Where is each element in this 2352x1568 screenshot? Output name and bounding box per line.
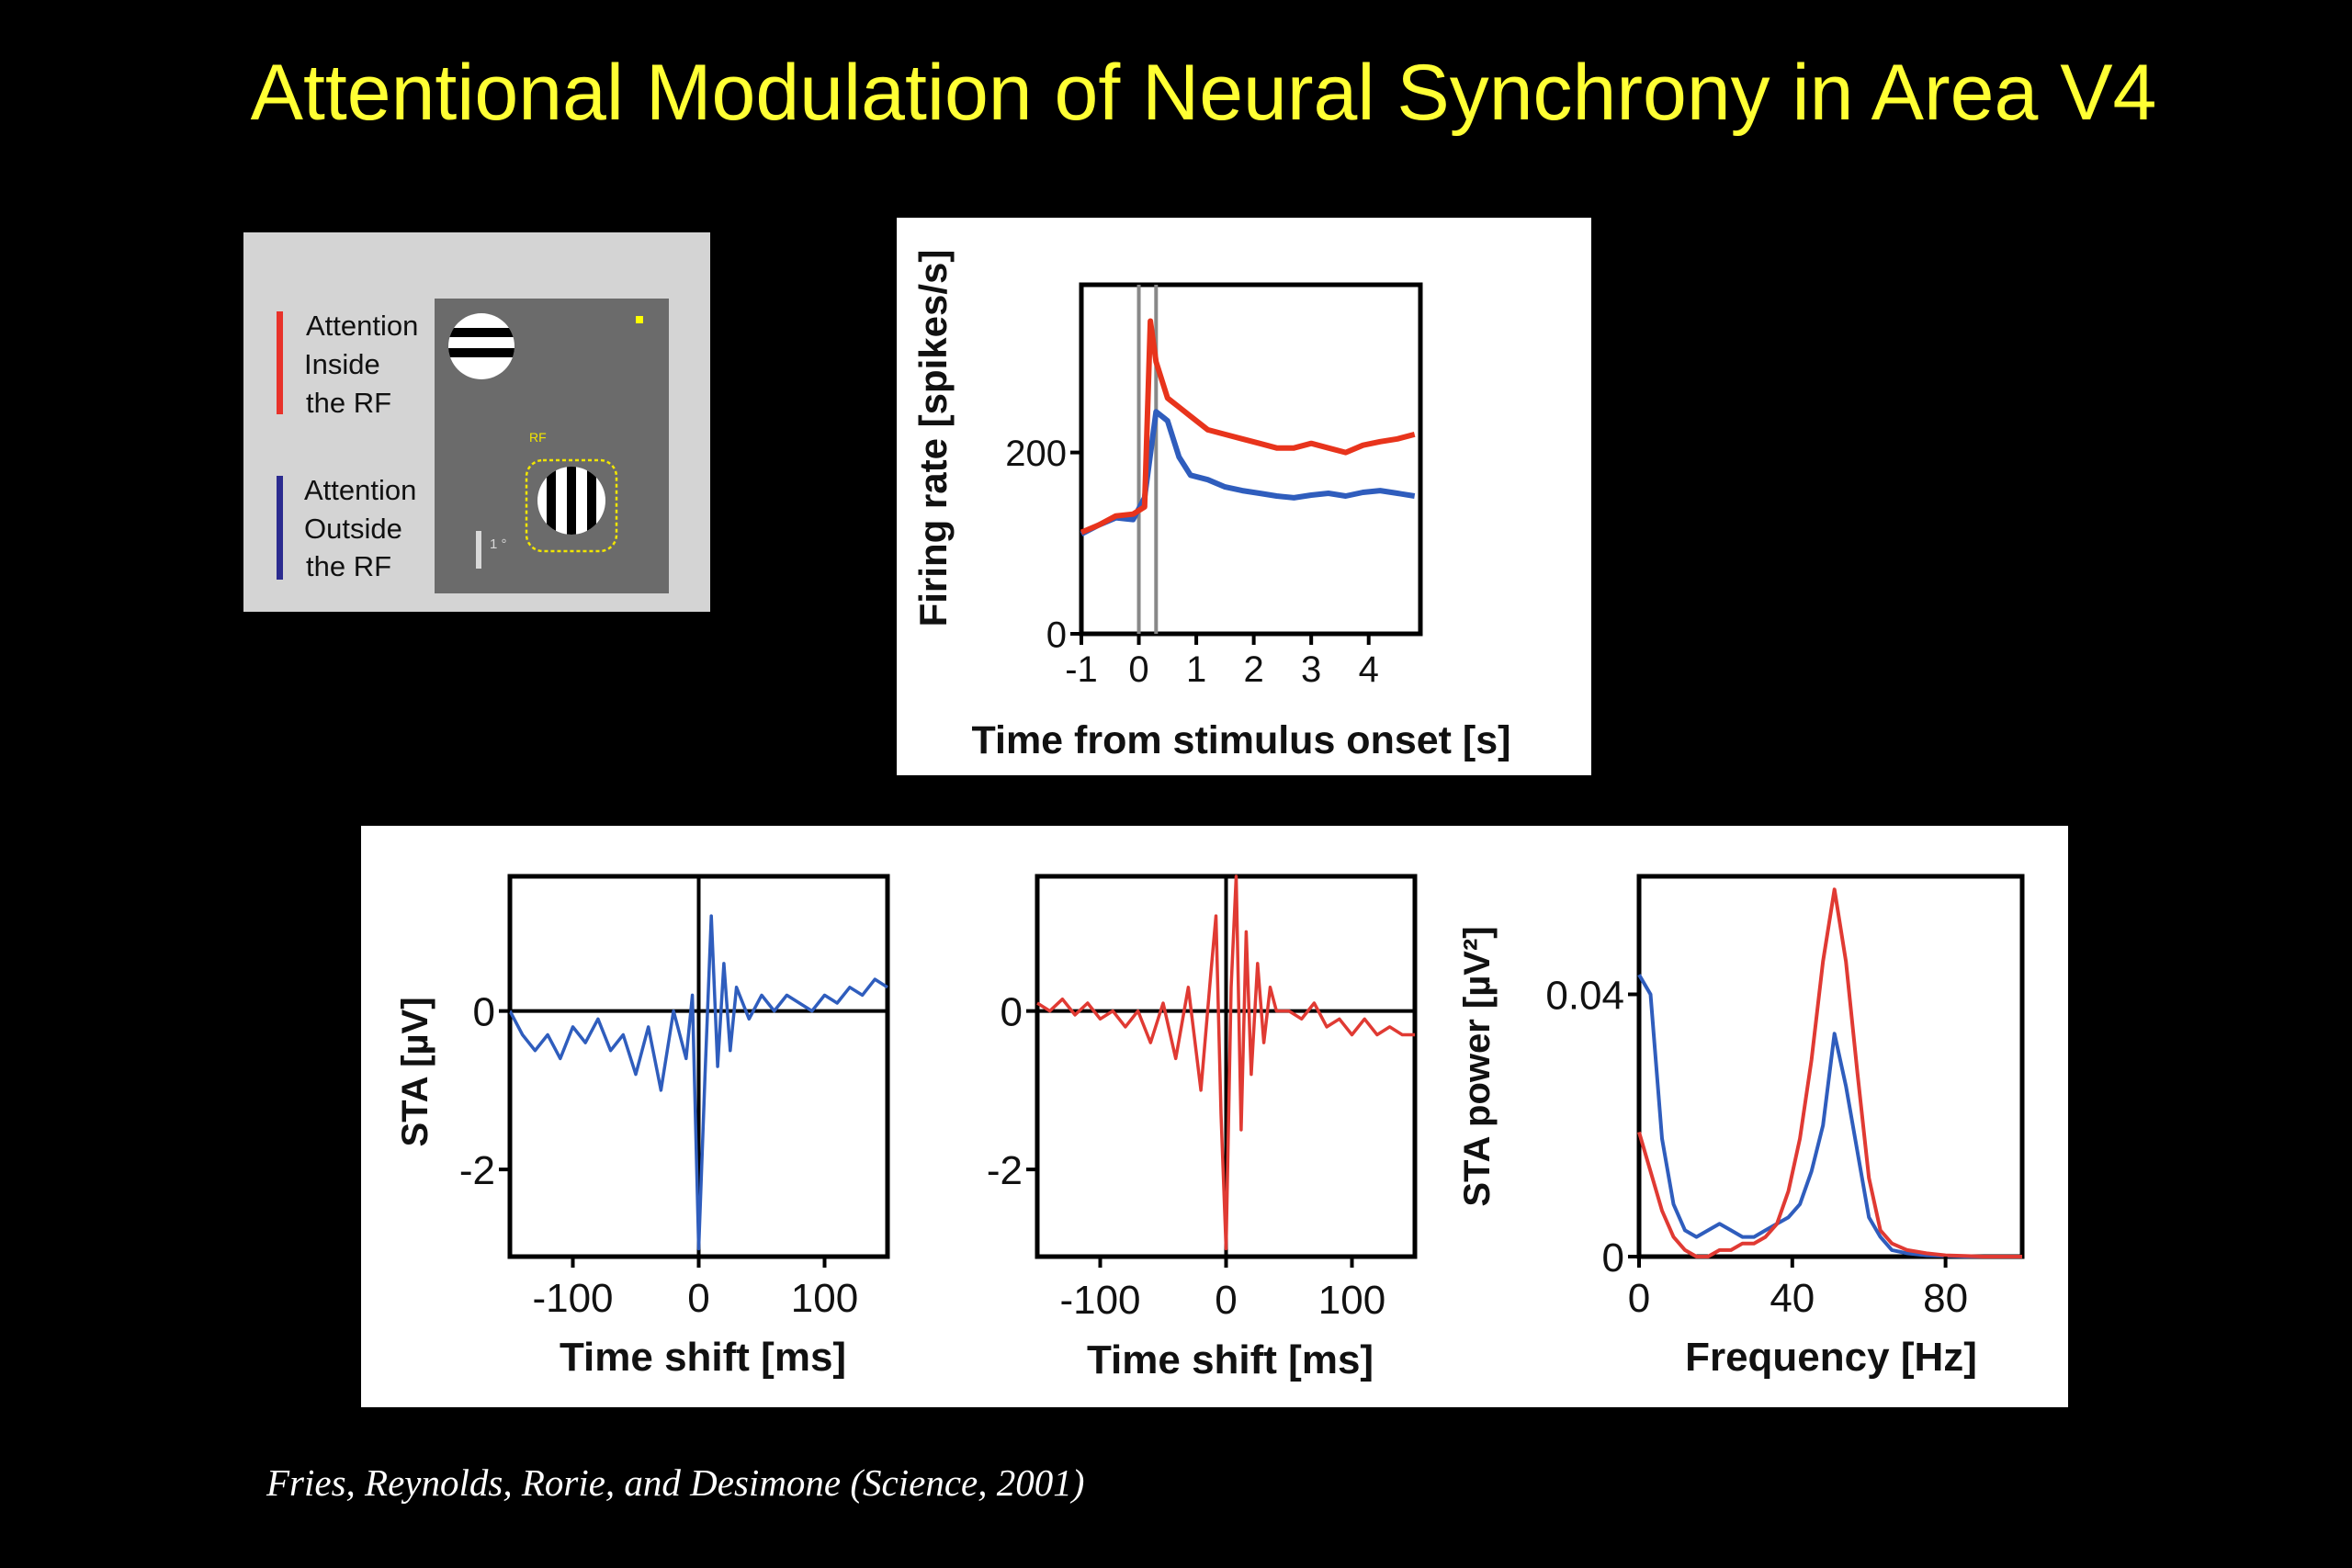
stimulus-schematic-panel: Attention Inside the RF Attention Outsid… [243,232,710,612]
sta-y-axis-label: STA [µV] [395,997,435,1146]
firing-rate-x-tick-label-2: 1 [1186,649,1206,690]
sta-blue-y-tick-label-0: 0 [473,989,495,1034]
sta-blue-x-tick-label-2: 100 [791,1276,858,1321]
sta-power-x-axis-label: Frequency [Hz] [1685,1335,1977,1380]
attention-outside-marker [277,476,283,580]
grating-horizontal [448,313,514,379]
firing-rate-x-tick-label-0: -1 [1065,649,1098,690]
sta-charts: STA [µV] Time shift [ms] Time shift [ms]… [395,874,2025,1382]
grating-vertical [537,467,605,535]
sta-power-y-axis-label: STA power [µV²] [1457,926,1498,1206]
legend-inside-line-3: the RF [306,387,391,419]
sta-red-series-0-line [1036,874,1415,1251]
sta-power-series-1-line [1637,887,2022,1258]
attention-inside-marker [277,311,283,414]
firing-rate-panel: Firing rate [spikes/s] Time from stimulu… [897,218,1591,775]
sta-power-x-tick-label-0: 0 [1628,1276,1650,1321]
citation: Fries, Reynolds, Rorie, and Desimone (Sc… [266,1461,1085,1504]
sta-panel: STA [µV] Time shift [ms] Time shift [ms]… [361,826,2068,1407]
receptive-field-outline [525,458,618,553]
sta-red-y-tick-label-1: -2 [987,1148,1023,1193]
fixation-point [636,316,643,323]
sta-red-x-tick-label-1: 0 [1215,1278,1237,1323]
sta-power-y-tick-label-0: 0 [1602,1235,1624,1280]
sta-red-x-tick-label-2: 100 [1318,1278,1385,1323]
firing-rate-x-tick-label-1: 0 [1128,649,1148,690]
sta-power-plot-frame [1636,874,2025,1259]
rf-label: RF [529,430,547,445]
sta-middle-x-axis-label: Time shift [ms] [1087,1337,1374,1382]
firing-rate-x-tick-label-4: 3 [1301,649,1321,690]
legend-outside-line-2: Outside [304,513,402,545]
sta-blue-x-tick-label-1: 0 [687,1276,709,1321]
stimulus-schematic: Attention Inside the RF Attention Outsid… [277,299,669,593]
firing-rate-x-axis-label: Time from stimulus onset [s] [972,718,1511,762]
sta-blue-y-tick-label-1: -2 [459,1148,495,1193]
scale-bar [476,531,481,569]
sta-blue-x-tick-label-0: -100 [532,1276,613,1321]
sta-red-y-tick-label-0: 0 [1001,989,1023,1034]
scale-label: 1 ° [490,536,507,552]
sta-power-series-0-line [1637,974,2022,1258]
firing-rate-y-tick-label-1: 200 [1005,434,1067,474]
sta-power-y-tick-label-1: 0.04 [1545,973,1624,1018]
legend-inside-line-1: Attention [306,310,418,342]
sta-power-x-tick-label-1: 40 [1770,1276,1815,1321]
firing-rate-x-tick-label-5: 4 [1359,649,1379,690]
firing-rate-chart: Firing rate [spikes/s] Time from stimulu… [911,250,1511,762]
firing-rate-y-tick-label-0: 0 [1046,615,1067,655]
legend-outside-line-1: Attention [304,474,416,506]
firing-rate-series-1-line [1080,318,1416,536]
legend-outside-line-3: the RF [306,550,391,582]
sta-blue-series-0-line [508,914,888,1251]
legend-inside-line-2: Inside [304,348,380,380]
firing-rate-x-tick-label-3: 2 [1244,649,1264,690]
firing-rate-plot-frame [1079,282,1423,637]
firing-rate-y-axis-label: Firing rate [spikes/s] [911,250,955,627]
sta-red-x-tick-label-0: -100 [1059,1278,1140,1323]
sta-power-x-tick-label-2: 80 [1923,1276,1968,1321]
sta-left-x-axis-label: Time shift [ms] [560,1335,846,1380]
slide-title: Attentional Modulation of Neural Synchro… [250,49,2157,137]
